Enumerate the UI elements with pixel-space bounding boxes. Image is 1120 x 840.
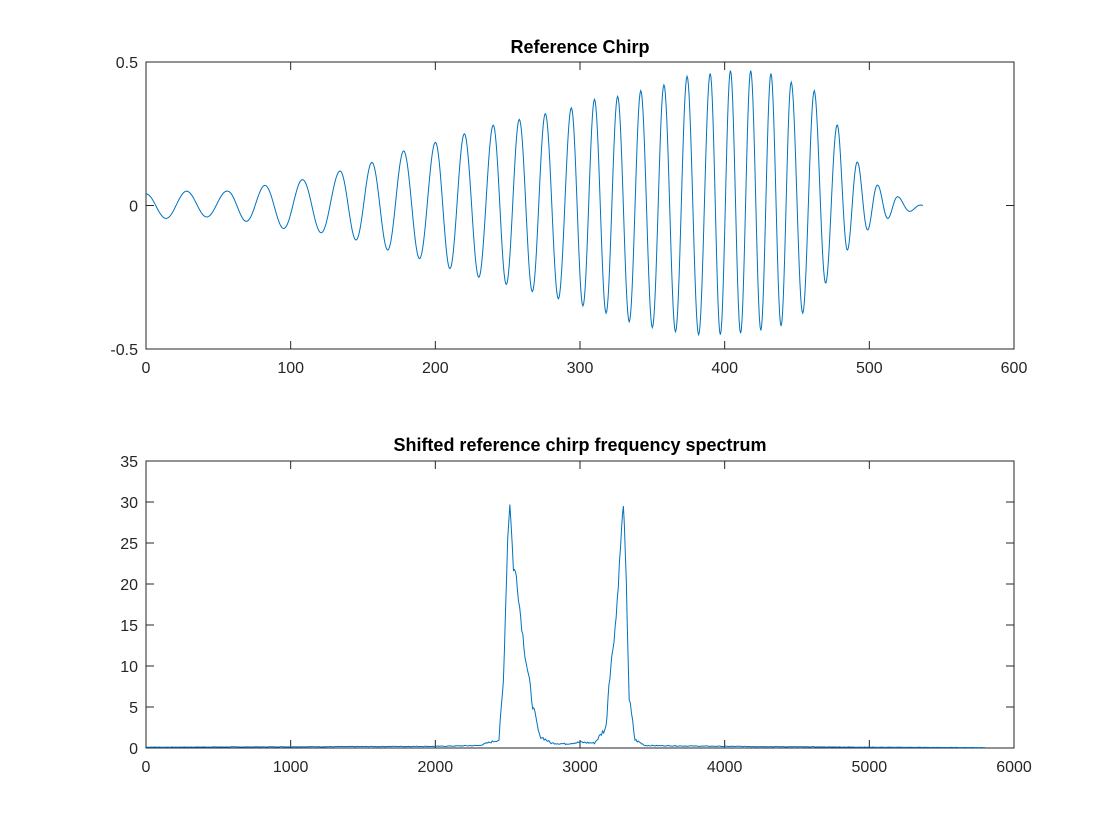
tick-layer: 0 1000 2000 3000 4000 5000 6000 0 5 10 15 20 25 30 35	[120, 454, 1032, 776]
x-tick-label: 4000	[707, 759, 743, 776]
y-tick-label: 0.5	[116, 55, 138, 72]
y-tick-label: 25	[120, 536, 138, 553]
plot-area	[145, 61, 1015, 350]
x-tick-label: 5000	[852, 759, 888, 776]
x-tick-label: 0	[142, 360, 151, 377]
y-tick-label: 20	[120, 577, 138, 594]
chart-title: Shifted reference chirp frequency spectr…	[393, 435, 766, 455]
x-tick-label: 300	[567, 360, 594, 377]
y-tick-label: 15	[120, 618, 138, 635]
y-tick-label: 0	[129, 741, 138, 758]
y-tick-label: 10	[120, 659, 138, 676]
plot-area	[145, 460, 1015, 749]
x-tick-label: 500	[856, 360, 883, 377]
y-tick-label: 0	[129, 199, 138, 216]
tick-layer: 0 100 200 300 400 500 600-0.500.5	[110, 55, 1027, 377]
x-tick-label: 200	[422, 360, 449, 377]
x-tick-label: 0	[142, 759, 151, 776]
x-tick-label: 100	[277, 360, 304, 377]
y-tick-label: -0.5	[110, 342, 138, 359]
x-tick-label: 6000	[996, 759, 1032, 776]
y-tick-label: 30	[120, 495, 138, 512]
x-tick-label: 400	[711, 360, 738, 377]
series-line	[145, 504, 986, 749]
x-tick-label: 3000	[562, 759, 598, 776]
x-tick-label: 600	[1001, 360, 1028, 377]
chart-reference-chirp: Reference Chirp 0 100 200 300 400 500 600-0.50…	[110, 37, 1027, 377]
y-tick-label: 5	[129, 700, 138, 717]
x-tick-label: 2000	[418, 759, 454, 776]
y-tick-label: 35	[120, 454, 138, 471]
chart-title: Reference Chirp	[510, 37, 649, 57]
chart-frequency-spectrum: Shifted reference chirp frequency spectr…	[120, 435, 1032, 776]
x-tick-label: 1000	[273, 759, 309, 776]
series-line	[145, 70, 924, 337]
